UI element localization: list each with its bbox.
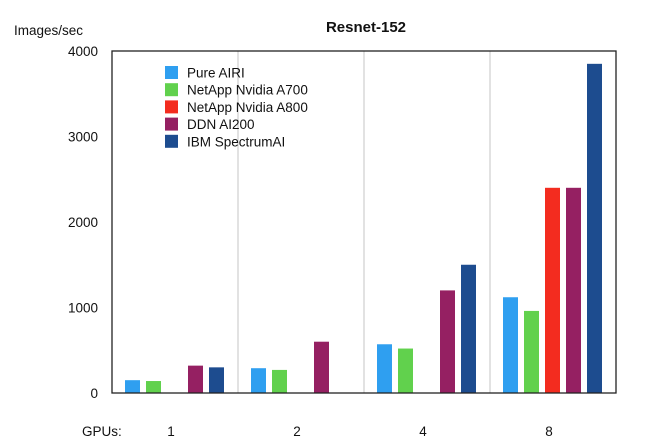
- bar-netapp-nvidia-a800-8: [545, 187, 560, 393]
- legend-label: IBM SpectrumAI: [187, 134, 285, 149]
- y-tick-label: 0: [90, 386, 98, 401]
- legend-label: NetApp Nvidia A700: [187, 83, 308, 98]
- legend-swatch: [165, 83, 178, 97]
- y-tick-label: 3000: [68, 130, 98, 145]
- y-tick-label: 2000: [68, 215, 98, 230]
- bar-pure-airi-4: [377, 344, 392, 393]
- legend-swatch: [165, 134, 178, 148]
- bar-ibm-spectrumai-1: [209, 367, 224, 393]
- x-tick-label: 8: [545, 424, 553, 439]
- legend-label: DDN AI200: [187, 117, 255, 132]
- x-tick-label: 4: [419, 424, 427, 439]
- legend-swatch: [165, 117, 178, 131]
- bar-netapp-nvidia-a700-4: [398, 348, 413, 393]
- y-tick-label: 1000: [68, 301, 98, 316]
- bar-ddn-ai200-1: [188, 365, 203, 393]
- y-tick-label: 4000: [68, 44, 98, 59]
- grid-lines: [237, 51, 491, 393]
- legend-swatch: [165, 66, 178, 79]
- x-axis-prefix: GPUs:: [82, 424, 122, 439]
- x-tick-label: 2: [293, 424, 301, 439]
- y-axis-ticks: 0 1000 2000 3000 4000: [68, 44, 98, 401]
- bar-ddn-ai200-4: [440, 290, 455, 393]
- legend-label: NetApp Nvidia A800: [187, 100, 308, 115]
- bar-ddn-ai200-2: [314, 341, 329, 393]
- legend-swatch: [165, 100, 178, 114]
- y-axis-title: Images/sec: [14, 23, 83, 38]
- plot-frame: [111, 50, 617, 394]
- bar-ibm-spectrumai-8: [587, 63, 602, 393]
- legend: Pure AIRI NetApp Nvidia A700 NetApp Nvidia…: [165, 66, 308, 149]
- bar-netapp-nvidia-a700-2: [272, 369, 287, 393]
- bar-netapp-nvidia-a700-1: [146, 381, 161, 393]
- x-axis-ticks: 1 2 4 8: [167, 424, 553, 439]
- bar-ibm-spectrumai-4: [461, 264, 476, 393]
- bar-pure-airi-8: [503, 297, 518, 393]
- bar-pure-airi-2: [251, 368, 266, 393]
- x-tick-label: 1: [167, 424, 175, 439]
- bars: [125, 63, 602, 393]
- bar-pure-airi-1: [125, 380, 140, 393]
- bar-ddn-ai200-8: [566, 187, 581, 393]
- chart-title: Resnet-152: [326, 19, 406, 36]
- legend-label: Pure AIRI: [187, 66, 245, 81]
- bar-netapp-nvidia-a700-8: [524, 310, 539, 393]
